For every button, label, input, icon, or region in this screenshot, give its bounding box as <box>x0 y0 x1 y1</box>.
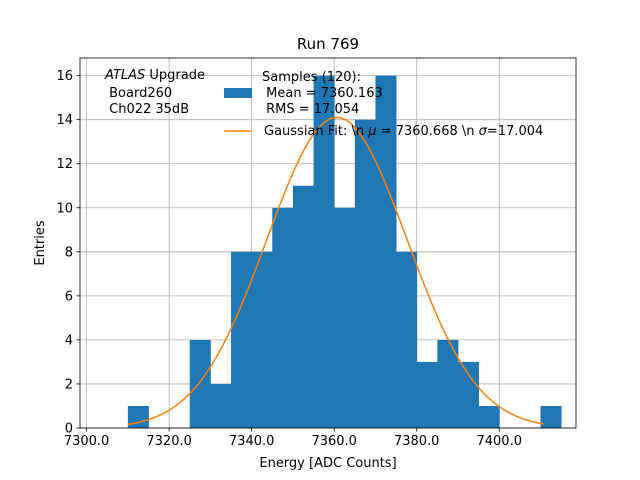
y-tick-label: 2 <box>65 377 73 392</box>
histogram-bar <box>540 405 562 428</box>
histogram-bar <box>396 251 418 428</box>
histogram-bar <box>127 405 149 428</box>
x-tick-label: 7300.0 <box>64 434 110 449</box>
histogram-bar <box>231 251 253 428</box>
histogram-bar <box>334 207 356 428</box>
gaussian-fit-curve <box>127 116 545 426</box>
legend-fit-sigma-symbol: σ <box>479 124 488 139</box>
atlas-label: ATLAS <box>104 68 145 83</box>
plot-frame <box>79 57 577 429</box>
atlas-upgrade-label: Upgrade <box>145 68 205 83</box>
legend-patch-samples <box>224 88 252 98</box>
y-tick-label: 16 <box>56 69 73 84</box>
legend-samples-mean: Mean = 7360.163 <box>262 86 383 101</box>
histogram-bar <box>478 405 500 428</box>
histogram-bar <box>354 119 376 429</box>
chart-title: Run 769 <box>297 35 359 53</box>
y-tick-label: 10 <box>56 201 73 216</box>
channel-label: Ch022 35dB <box>105 102 189 117</box>
y-tick-label: 14 <box>56 113 73 128</box>
y-tick-label: 8 <box>65 245 73 260</box>
y-tick-label: 4 <box>65 333 73 348</box>
histogram-bar <box>189 339 211 428</box>
histogram-bar <box>375 75 397 428</box>
atlas-annotation: ATLAS Upgrade Board260 Ch022 35dB <box>104 68 205 117</box>
x-tick-label: 7320.0 <box>146 434 192 449</box>
x-tick-label: 7400.0 <box>476 434 522 449</box>
y-axis-ticks: 0 2 4 6 8 10 12 14 16 <box>56 69 80 437</box>
legend-fit-prefix: Gaussian Fit: \n <box>264 124 368 139</box>
svg-text:ATLAS Upgrade: ATLAS Upgrade <box>104 68 205 83</box>
x-axis-label: Energy [ADC Counts] <box>259 456 396 471</box>
y-tick-label: 0 <box>65 422 73 437</box>
legend-fit-mu-value: = 7360.668 \n <box>377 124 479 139</box>
histogram-bar <box>437 339 459 428</box>
histogram-bar <box>313 75 335 428</box>
histogram-bar <box>210 383 232 428</box>
legend-fit-mu-symbol: μ <box>367 124 376 139</box>
legend-fit-sigma-value: =17.004 <box>487 124 543 139</box>
x-tick-label: 7360.0 <box>311 434 357 449</box>
histogram-bar <box>457 361 480 428</box>
histogram-bars <box>127 75 562 429</box>
x-axis-ticks: 7300.0 7320.0 7340.0 7360.0 7380.0 7400.0 <box>64 428 522 449</box>
histogram-bar <box>416 361 438 428</box>
x-tick-label: 7380.0 <box>394 434 440 449</box>
y-tick-label: 12 <box>56 157 73 172</box>
histogram-bar <box>251 251 273 428</box>
x-tick-label: 7340.0 <box>229 434 275 449</box>
histogram-bar <box>272 207 294 428</box>
histogram-bar <box>292 185 314 428</box>
y-axis-label: Entries <box>33 220 48 266</box>
board-label: Board260 <box>105 86 172 101</box>
y-tick-label: 6 <box>65 289 73 304</box>
legend-samples-line1: Samples (120): <box>262 70 361 85</box>
legend-samples-rms: RMS = 17.054 <box>262 102 359 117</box>
legend: Samples (120): Mean = 7360.163 RMS = 17.… <box>224 70 543 139</box>
legend-fit-text: Gaussian Fit: \n μ = 7360.668 \n σ=17.00… <box>264 124 543 139</box>
